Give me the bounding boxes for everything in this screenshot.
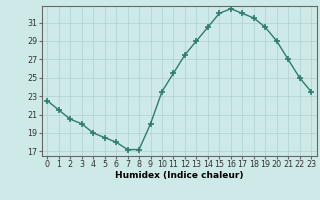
X-axis label: Humidex (Indice chaleur): Humidex (Indice chaleur) [115,171,244,180]
